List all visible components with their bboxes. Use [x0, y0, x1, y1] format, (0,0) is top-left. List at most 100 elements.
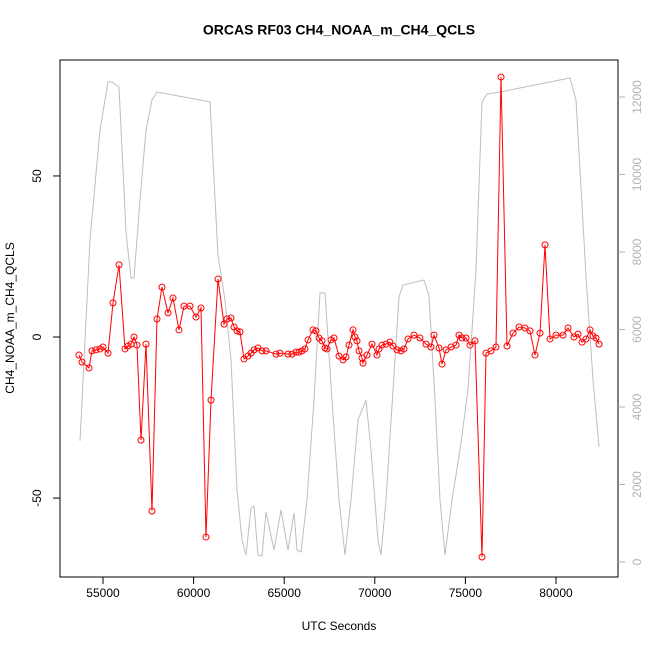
x-tick-label: 60000 — [177, 586, 211, 600]
point — [355, 347, 363, 355]
point — [416, 334, 424, 342]
point — [552, 331, 560, 339]
point — [164, 309, 172, 317]
point — [250, 346, 258, 354]
point — [192, 313, 200, 321]
point — [220, 320, 228, 328]
series-line — [79, 77, 600, 557]
point — [458, 334, 466, 342]
point — [427, 343, 435, 351]
point — [78, 358, 86, 366]
point — [262, 347, 270, 355]
point — [497, 73, 505, 81]
point — [438, 360, 446, 368]
point — [349, 326, 357, 334]
point — [335, 352, 343, 360]
y2-tick-label: 8000 — [630, 238, 644, 265]
point — [207, 396, 215, 404]
point — [342, 353, 350, 361]
point — [404, 335, 412, 343]
y-tick-label: -50 — [30, 489, 44, 507]
y-axis-label: CH4_NOAA_m_CH4_QCLS — [3, 242, 17, 393]
y2-tick-label: 0 — [630, 558, 644, 565]
point — [148, 507, 156, 515]
point — [382, 340, 390, 348]
point — [400, 345, 408, 353]
point — [233, 327, 241, 335]
point — [323, 345, 331, 353]
y2-tick-label: 6000 — [630, 316, 644, 343]
point — [559, 331, 567, 339]
point — [88, 347, 96, 355]
point — [85, 364, 93, 372]
point — [153, 315, 161, 323]
point — [462, 334, 470, 342]
point — [223, 315, 231, 323]
point — [312, 327, 320, 335]
x-tick-label: 75000 — [449, 586, 483, 600]
point — [492, 343, 500, 351]
point — [378, 341, 386, 349]
y-tick-label: 50 — [30, 169, 44, 183]
point — [564, 324, 572, 332]
x-tick-label: 65000 — [268, 586, 302, 600]
point — [202, 533, 210, 541]
point — [487, 347, 495, 355]
point — [410, 331, 418, 339]
point — [175, 326, 183, 334]
x-tick-label: 70000 — [358, 586, 392, 600]
x-tick-label: 80000 — [539, 586, 573, 600]
point — [227, 314, 235, 322]
point — [509, 329, 517, 337]
point — [318, 337, 326, 345]
y2-tick-label: 2000 — [630, 471, 644, 498]
point — [158, 283, 166, 291]
point — [546, 335, 554, 343]
point — [521, 324, 529, 332]
point — [133, 341, 141, 349]
point — [197, 304, 205, 312]
y2-tick-label: 12000 — [630, 80, 644, 114]
point — [186, 302, 194, 310]
point — [236, 328, 244, 336]
point — [466, 341, 474, 349]
point — [214, 275, 222, 283]
point — [541, 241, 549, 249]
point — [536, 329, 544, 337]
point — [389, 342, 397, 350]
point — [169, 294, 177, 302]
point — [582, 335, 590, 343]
point — [592, 334, 600, 342]
point — [109, 299, 117, 307]
x-axis-label: UTC Seconds — [302, 619, 377, 633]
point — [574, 330, 582, 338]
point — [130, 333, 138, 341]
point — [478, 553, 486, 561]
point — [586, 326, 594, 334]
y-tick-label: 0 — [30, 333, 44, 340]
point — [276, 349, 284, 357]
point — [309, 326, 317, 334]
point — [373, 351, 381, 359]
point — [351, 333, 359, 341]
point — [304, 336, 312, 344]
point — [503, 342, 511, 350]
point — [442, 346, 450, 354]
point — [471, 337, 479, 345]
point — [363, 351, 371, 359]
point — [353, 337, 361, 345]
plot-frame — [59, 59, 619, 578]
point — [115, 261, 123, 269]
point — [104, 349, 112, 357]
point — [435, 344, 443, 352]
point — [301, 345, 309, 353]
point — [368, 340, 376, 348]
point — [288, 350, 296, 358]
point — [137, 436, 145, 444]
point — [75, 351, 83, 359]
point — [422, 340, 430, 348]
point — [393, 346, 401, 354]
point — [92, 346, 100, 354]
point — [595, 340, 603, 348]
